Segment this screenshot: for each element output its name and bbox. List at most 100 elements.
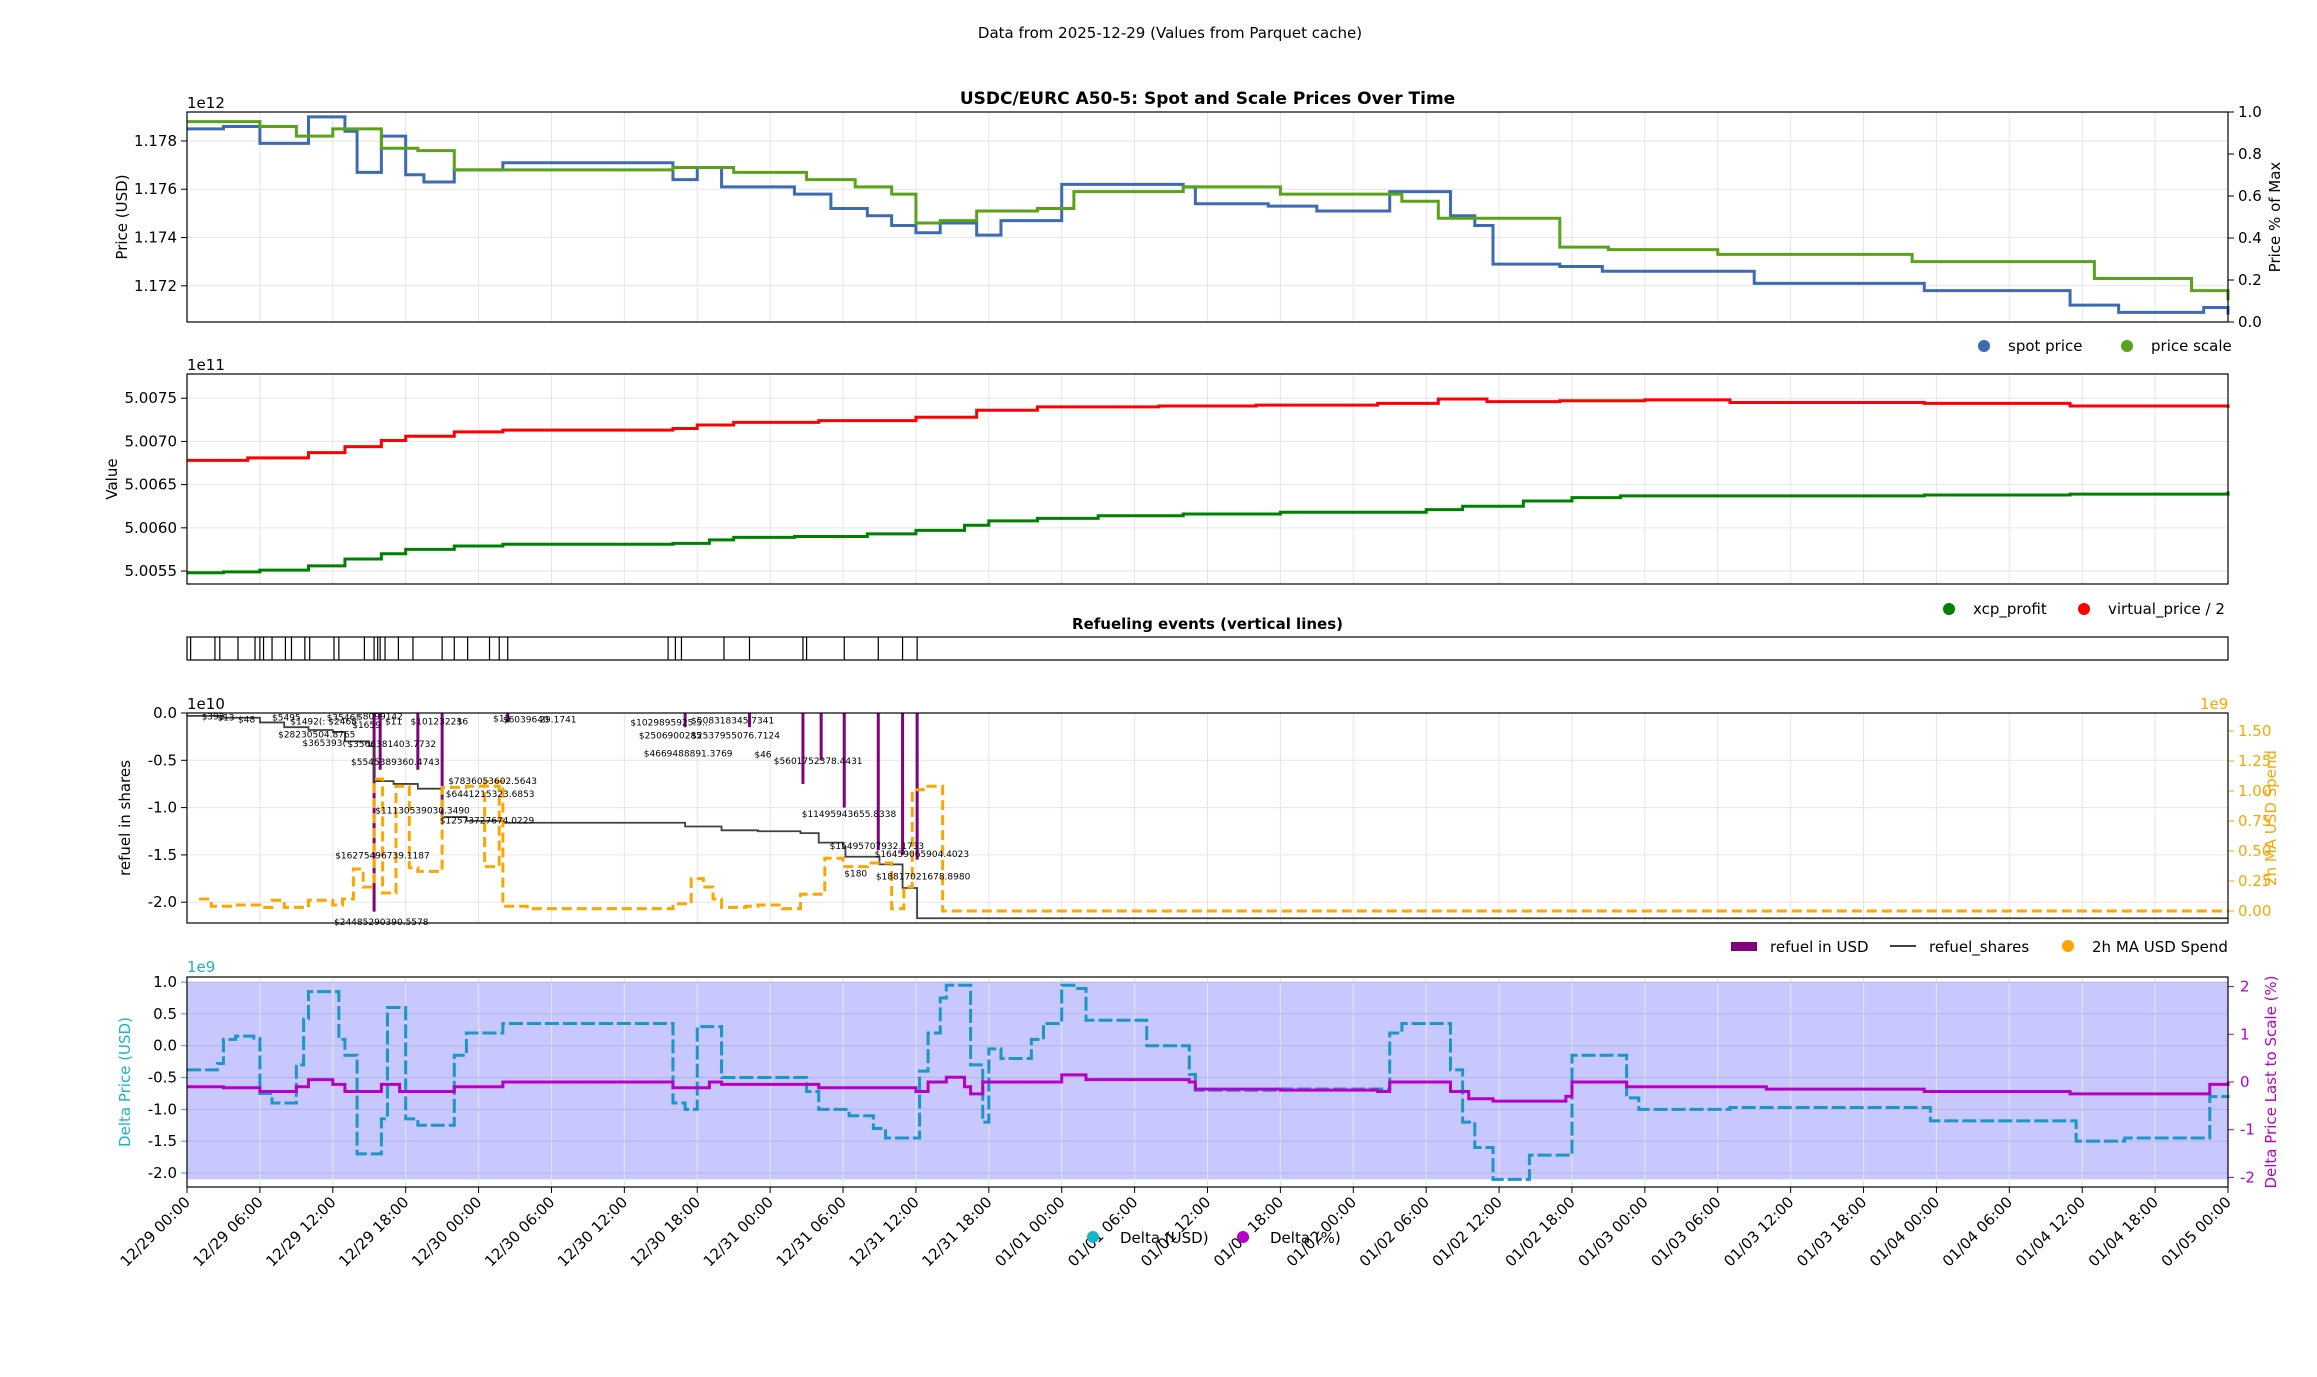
x-tick-label: 12/31 12:00 [846,1193,923,1270]
y2-tick-label: 0.75 [2238,812,2271,830]
chart-title: USDC/EURC A50-5: Spot and Scale Prices O… [960,89,1455,109]
refuel-annotation: $15495707932.1733 [830,842,924,852]
refuel-annotation: $6 [457,717,469,727]
x-tick-label: 12/29 00:00 [117,1193,194,1270]
x-tick-label: 01/03 06:00 [1647,1193,1724,1270]
y2-tick-label: 0.2 [2238,271,2262,289]
legend-label: Delta (%) [1270,1229,1341,1247]
axes-frame [186,636,2229,661]
legend-label: xcp_profit [1973,600,2047,619]
panel-price: 1.172 1.174 1.176 1.178 0.0 0.2 0.4 0.6 0.8 1.0 US… [113,89,2284,355]
refuel-annotation: $1029895925.5... [630,718,710,728]
offset-text: 1e9 [187,958,215,976]
y-tick-label: 1.172 [134,277,177,295]
x-tick-label: 01/04 12:00 [2012,1193,2089,1270]
refuel-annotation: $365393( [302,739,346,749]
y-tick-label: -1.5 [148,846,177,864]
y-tick-label: -0.5 [148,751,177,769]
y-tick-label: -2.0 [148,1164,177,1182]
refuel-bar [506,713,510,723]
x-tick-label: 12/29 12:00 [262,1193,339,1270]
y-tick-label: 0.0 [153,1037,177,1055]
axes-frame [186,712,2229,924]
y-tick-label: 5.0070 [125,432,178,450]
y-axis-label: Delta Price (USD) [116,1017,134,1147]
refuel-shares-line [187,714,2228,920]
refuel-bar [876,713,880,851]
series-line-0 [187,491,2230,575]
y2-axis-label: 2h MA USD Spend [2262,750,2280,886]
panel-events: Refueling events (vertical lines) [186,615,2229,661]
x-tick-label: 01/02 12:00 [1429,1193,1506,1270]
refuel-bar [901,713,905,855]
offset-text-right: 1e9 [2200,695,2228,713]
refuel-bar [378,713,382,770]
y2-tick-label: 0.00 [2238,902,2271,920]
refuel-annotation: $5495 [272,714,301,724]
refuel-bar [819,713,823,761]
y-tick-label: -0.5 [148,1069,177,1087]
refuel-annotation: $16275496739.1187 [335,852,429,862]
refuel-annotation: $1659 [352,721,381,731]
series-line-1 [187,397,2230,462]
refuel-annotation: $46 [754,750,771,760]
refuel-annotation: $3546! [327,714,359,724]
y-tick-label: 1.0 [153,973,177,991]
refuel-annotation: $10123223 [411,717,463,727]
y-tick-label: 5.0055 [125,562,178,580]
x-tick-label: 01/03 00:00 [1574,1193,1651,1270]
y2-tick-label: 2 [2240,978,2250,996]
refuel-bar [915,713,919,860]
x-tick-label: 01/04 18:00 [2085,1193,2162,1270]
x-tick-label: 12/30 00:00 [408,1193,485,1270]
ma-spend-line [199,777,2228,913]
axes-frame [186,373,2229,585]
legend-marker [1237,1231,1249,1243]
legend-label: virtual_price / 2 [2108,600,2225,619]
y2-tick-label: 0.8 [2238,145,2262,163]
y2-tick-label: 0.6 [2238,187,2262,205]
x-tick-label: 12/30 06:00 [481,1193,558,1270]
y-tick-label: 5.0060 [125,519,178,537]
y-tick-label: -1.0 [148,1100,177,1118]
refuel-bar [440,713,444,818]
refuel-annotation: $5601752378.4431 [774,757,863,767]
x-tick-label: 01/02 18:00 [1502,1193,1579,1270]
refuel-annotation: $2537955076.7124 [691,732,780,742]
refuel-annotation: $11495943655.8338 [802,810,897,820]
x-tick-label: 01/02 06:00 [1356,1193,1433,1270]
y-tick-label: 5.0065 [125,476,178,494]
y2-tick-label: 1.00 [2238,782,2271,800]
refuel-annotation: $16459065904.4023 [875,850,969,860]
offset-text: 1e11 [187,356,225,374]
refuel-annotation: $6441215323.6853 [446,790,535,800]
legend-marker [1943,603,1955,615]
y2-axis-label: Price % of Max [2266,162,2284,273]
legend-label: refuel_shares [1929,938,2029,957]
x-tick-label: 12/29 18:00 [335,1193,412,1270]
y2-tick-label: 0.25 [2238,872,2271,890]
x-tick-label: 01/05 00:00 [2158,1193,2235,1270]
legend-label: spot price [2008,337,2083,355]
refuel-annotation: $2506900285 [639,732,702,742]
y2-tick-label: -1 [2240,1121,2255,1139]
x-tick-label: 01/01 00:00 [991,1193,1068,1270]
refuel-annotation: $12573727674.0229 [440,817,535,827]
y-tick-label: 1.178 [134,132,177,150]
refuel-annotation: $4669488891.3769 [644,750,733,760]
y2-axis-label: Delta Price Last to Scale (%) [2262,975,2280,1188]
refuel-annotation: $7836053602.5643 [448,777,537,787]
y2-tick-label: 1.0 [2238,103,2262,121]
legend-label: Delta (USD) [1120,1229,1209,1247]
refuel-bar [747,713,751,728]
offset-text: 1e10 [187,695,225,713]
y2-tick-label: 1.50 [2238,722,2271,740]
figure-suptitle: Data from 2025-12-29 (Values from Parque… [978,24,1362,42]
y-tick-label: 1.176 [134,180,177,198]
y-axis-label: Price (USD) [113,174,131,259]
axes-frame [186,111,2229,323]
offset-text: 1e12 [187,94,225,112]
refuel-annotation: $11 [385,717,402,727]
refuel-bar [372,713,376,912]
